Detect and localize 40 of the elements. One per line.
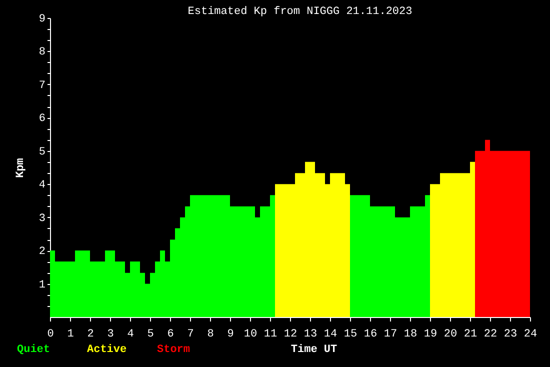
x-tick-label: 11 xyxy=(264,328,278,340)
x-tick-label: 16 xyxy=(364,328,378,340)
text: Quiet xyxy=(17,344,50,356)
x-axis-title: Time UT xyxy=(290,344,338,356)
y-tick-label: 5 xyxy=(38,146,46,158)
x-tick-label: 24 xyxy=(524,328,538,340)
y-tick-label: 8 xyxy=(38,46,46,59)
y-tick-label: 6 xyxy=(38,113,46,126)
x-tick-label: 15 xyxy=(344,328,358,340)
x-tick-label: 0 xyxy=(47,328,54,340)
x-tick-label: 21 xyxy=(464,328,478,340)
x-tick-label: 18 xyxy=(404,328,418,340)
x-tick-label: 12 xyxy=(284,328,298,340)
x-tick-label: 10 xyxy=(244,328,258,340)
text: Active xyxy=(87,344,128,356)
y-tick-label: 7 xyxy=(38,80,46,92)
chart-title: Estimated Kp from NIGGG 21.11.2023 xyxy=(188,6,412,18)
x-tick-label: 14 xyxy=(324,328,338,340)
x-tick-label: 1 xyxy=(67,328,74,340)
x-tick-label: 7 xyxy=(187,328,194,340)
x-tick-label: 13 xyxy=(304,328,318,340)
x-tick-label: 19 xyxy=(424,328,438,340)
y-tick-label: 3 xyxy=(38,212,46,225)
x-tick-label: 20 xyxy=(444,328,458,340)
x-tick-label: 9 xyxy=(227,328,234,340)
y-tick-label: 9 xyxy=(38,14,46,26)
x-tick-label: 22 xyxy=(484,328,498,340)
x-tick-label: 17 xyxy=(384,328,398,340)
x-tick-label: 2 xyxy=(87,328,94,340)
x-tick-label: 4 xyxy=(127,328,134,340)
x-tick-label: 8 xyxy=(207,328,214,340)
y-tick-label: 4 xyxy=(38,180,46,192)
text: Storm xyxy=(157,344,190,356)
x-tick-label: 3 xyxy=(107,328,114,340)
x-tick-label: 6 xyxy=(167,328,174,340)
x-tick-label: 23 xyxy=(504,328,518,340)
x-tick-label: 5 xyxy=(147,328,154,340)
y-tick-label: 1 xyxy=(38,279,46,292)
y-axis-title: Kpm xyxy=(14,158,27,178)
y-tick-label: 2 xyxy=(38,246,46,258)
